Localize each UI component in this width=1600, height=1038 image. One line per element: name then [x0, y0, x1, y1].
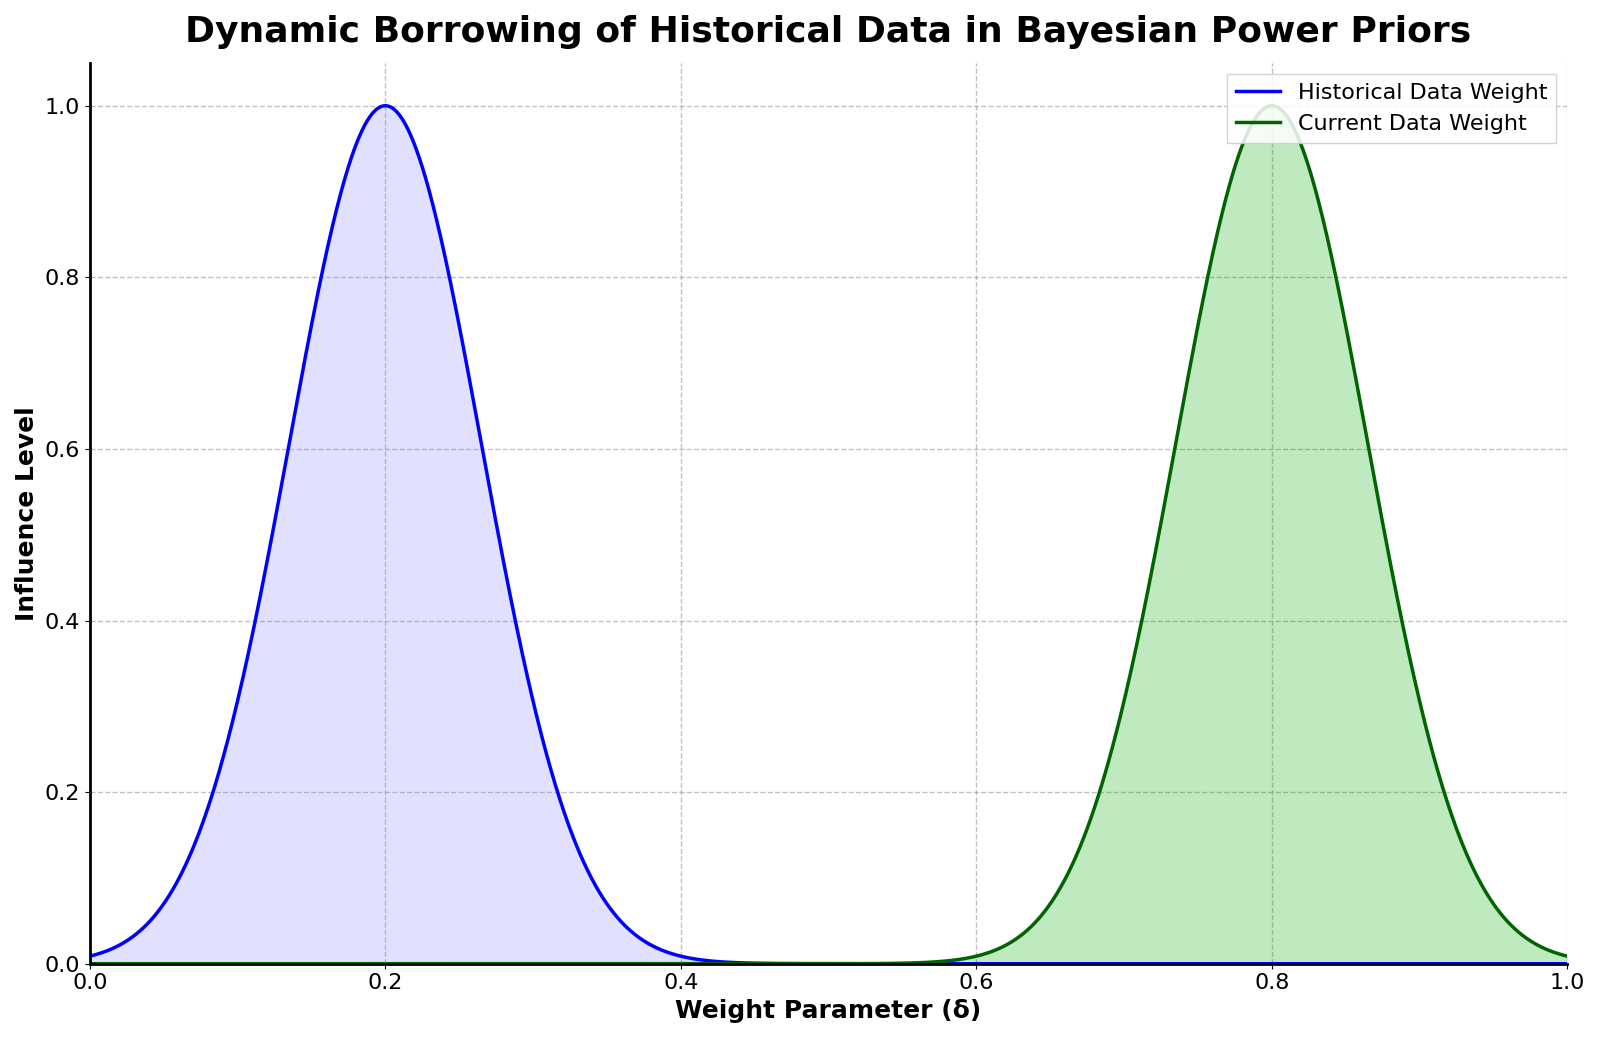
Current Data Weight	[1515, 930, 1534, 943]
Current Data Weight	[1558, 950, 1578, 962]
Current Data Weight	[798, 957, 818, 969]
Historical Data Weight	[1558, 957, 1578, 969]
X-axis label: Weight Parameter (δ): Weight Parameter (δ)	[675, 999, 982, 1023]
Historical Data Weight	[760, 957, 779, 969]
Y-axis label: Influence Level: Influence Level	[14, 406, 38, 621]
Historical Data Weight	[1245, 957, 1264, 969]
Legend: Historical Data Weight, Current Data Weight: Historical Data Weight, Current Data Wei…	[1227, 74, 1557, 143]
Historical Data Weight	[1515, 957, 1534, 969]
Current Data Weight	[1515, 931, 1534, 944]
Historical Data Weight	[376, 100, 395, 112]
Current Data Weight	[1262, 100, 1282, 112]
Current Data Weight	[1243, 115, 1262, 128]
Historical Data Weight	[1515, 957, 1534, 969]
Title: Dynamic Borrowing of Historical Data in Bayesian Power Priors: Dynamic Borrowing of Historical Data in …	[186, 15, 1472, 49]
Line: Current Data Weight: Current Data Weight	[90, 106, 1568, 963]
Historical Data Weight	[800, 957, 819, 969]
Historical Data Weight	[80, 950, 99, 962]
Line: Historical Data Weight: Historical Data Weight	[90, 106, 1568, 963]
Current Data Weight	[80, 957, 99, 969]
Historical Data Weight	[155, 896, 174, 908]
Current Data Weight	[760, 957, 779, 969]
Current Data Weight	[155, 957, 174, 969]
